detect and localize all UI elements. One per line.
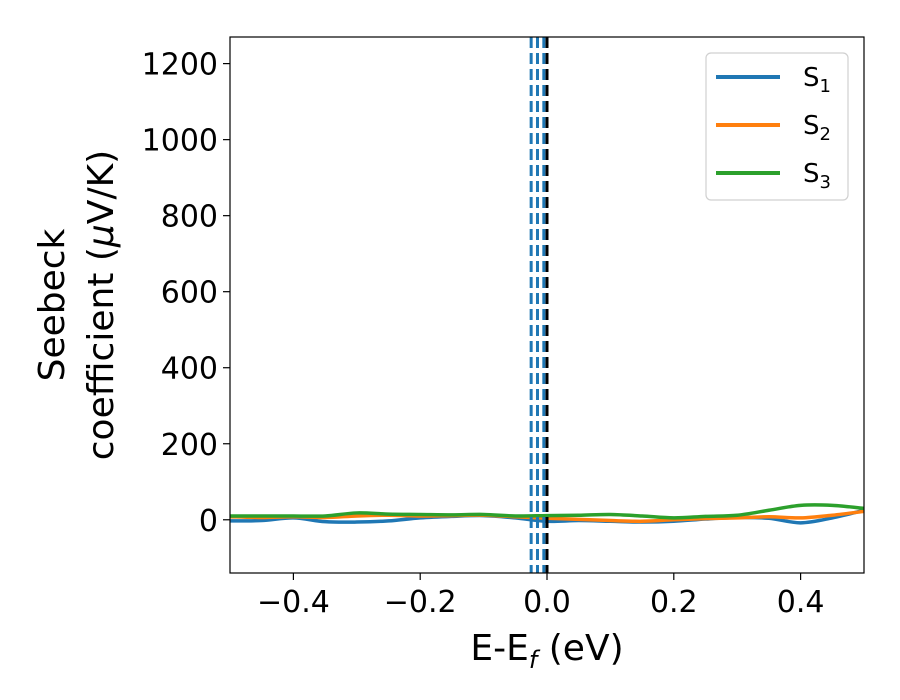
x-tick-label: −0.2 bbox=[384, 585, 457, 620]
series-line-s3 bbox=[230, 503, 864, 520]
tick-layer: −0.4 −0.2 0.0 0.2 0.4 0 200 400 600 800 1000 1200 bbox=[142, 48, 825, 620]
y-tick-label: 400 bbox=[161, 352, 218, 387]
y-tick-label: 800 bbox=[161, 200, 218, 235]
y-axis-label-line2: coefficient (μV/K) bbox=[81, 150, 122, 460]
y-tick-label: 600 bbox=[161, 276, 218, 311]
x-axis-label: E-Ef (eV) bbox=[470, 628, 623, 674]
x-tick-label: 0.4 bbox=[777, 585, 825, 620]
x-axis-label-suffix: (eV) bbox=[537, 628, 623, 669]
legend-label-s2: S2 bbox=[803, 111, 831, 145]
y-axis-label-line2-b: V/K) bbox=[81, 150, 122, 224]
y-tick-label: 1200 bbox=[142, 48, 218, 83]
y-axis-label: Seebeck coefficient (μV/K) bbox=[32, 150, 122, 460]
y-axis-label-line1: Seebeck bbox=[32, 228, 73, 381]
legend-label-s1: S1 bbox=[803, 63, 831, 97]
y-tick-label: 1000 bbox=[142, 124, 218, 159]
y-axis-label-mu: μ bbox=[81, 224, 122, 248]
x-tick-label: 0.2 bbox=[650, 585, 698, 620]
y-axis-label-line2-a: coefficient ( bbox=[81, 247, 122, 460]
y-tick-label: 200 bbox=[161, 428, 218, 463]
x-tick-label: 0.0 bbox=[523, 585, 571, 620]
x-axis-label-main: E-E bbox=[470, 628, 528, 669]
legend: S1 S2 S3 bbox=[705, 52, 849, 201]
vline-layer bbox=[529, 37, 549, 573]
y-tick-label: 0 bbox=[199, 504, 218, 539]
legend-label-s3: S3 bbox=[803, 159, 831, 193]
x-tick-label: −0.4 bbox=[257, 585, 330, 620]
